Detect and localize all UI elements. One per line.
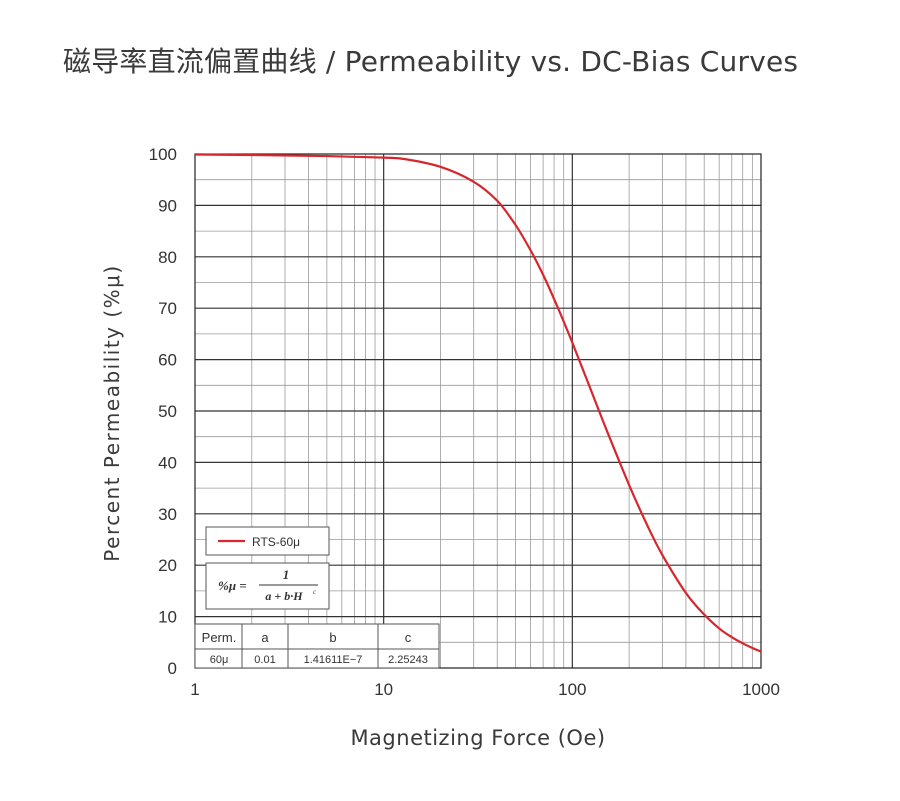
x-tick-label: 10 xyxy=(374,680,393,699)
series-line-rts-60 xyxy=(194,153,762,653)
y-tick-label: 80 xyxy=(158,248,177,267)
chart-title: 磁导率直流偏置曲线 / Permeability vs. DC-Bias Cur… xyxy=(63,45,799,78)
plot-frame xyxy=(194,153,762,669)
table-frame xyxy=(194,623,440,669)
x-tick-labels: 1 10 100 1000 xyxy=(190,680,780,699)
table-cell-c: 2.25243 xyxy=(388,654,428,666)
formula-exponent: c xyxy=(313,588,317,596)
formula-denominator: a + b·H xyxy=(265,589,303,603)
table-cell-b: 1.41611E−7 xyxy=(304,654,363,666)
table-header-a: a xyxy=(261,630,269,645)
legend: RTS-60μ xyxy=(205,526,330,556)
y-tick-label: 60 xyxy=(158,351,177,370)
formula-box: %μ = 1 a + b·H c xyxy=(205,562,330,610)
parameter-table: Perm. a b c 60μ 0.01 1.41611E−7 2.25243 xyxy=(194,623,440,669)
table-header-c: c xyxy=(405,630,412,645)
y-tick-label: 0 xyxy=(168,659,177,678)
y-tick-label: 50 xyxy=(158,402,177,421)
x-tick-label: 1 xyxy=(190,680,199,699)
formula-numerator: 1 xyxy=(283,567,290,582)
legend-label: RTS-60μ xyxy=(252,535,300,549)
major-gridlines xyxy=(195,154,761,668)
x-tick-label: 1000 xyxy=(742,680,780,699)
y-tick-label: 30 xyxy=(158,505,177,524)
y-tick-label: 40 xyxy=(158,453,177,472)
x-tick-label: 100 xyxy=(558,680,586,699)
table-cell-perm: 60μ xyxy=(210,654,229,666)
y-tick-label: 20 xyxy=(158,556,177,575)
y-tick-labels: 0 10 20 30 40 50 60 70 80 90 100 xyxy=(149,145,177,678)
table-cell-a: 0.01 xyxy=(254,654,275,666)
y-tick-label: 10 xyxy=(158,608,177,627)
y-axis-label: Percent Permeability (%μ) xyxy=(100,264,124,562)
x-axis-label: Magnetizing Force (Oe) xyxy=(350,726,606,750)
table-header-perm: Perm. xyxy=(202,630,237,645)
y-tick-label: 100 xyxy=(149,145,177,164)
y-tick-label: 70 xyxy=(158,299,177,318)
table-header-b: b xyxy=(329,630,336,645)
formula-frame xyxy=(205,562,330,610)
formula-lhs: %μ = xyxy=(218,578,247,593)
y-tick-label: 90 xyxy=(158,196,177,215)
